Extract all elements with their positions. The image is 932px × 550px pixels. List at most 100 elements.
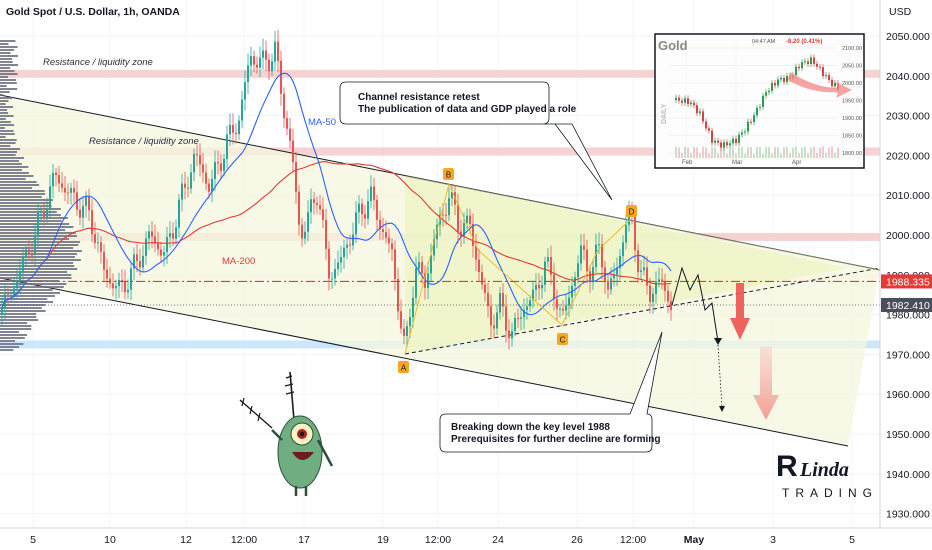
volume-profile-bar (0, 145, 11, 147)
inset-candle-body (735, 138, 737, 143)
inset-volume-bar (678, 147, 680, 158)
candle-body (166, 237, 168, 253)
volume-profile-bar (0, 100, 9, 102)
volume-profile-bar (0, 46, 18, 48)
y-tick-label: 2000.000 (886, 230, 930, 242)
candle-body (265, 50, 267, 60)
candle-body (88, 196, 90, 211)
candle-body (580, 245, 582, 264)
candle-body (520, 317, 522, 319)
volume-profile-bar (0, 313, 37, 315)
candle-body (259, 57, 261, 68)
chart-title: Gold Spot / U.S. Dollar, 1h, OANDA (6, 6, 180, 18)
candle-body (271, 61, 273, 72)
inset-y-label: 1950.00 (842, 99, 862, 105)
candle-body (334, 268, 336, 279)
projected-arrowhead (714, 338, 722, 345)
inset-candle-body (744, 131, 746, 133)
inset-candle-body (684, 98, 686, 103)
candle-body (517, 318, 519, 320)
volume-profile-bar (0, 340, 16, 342)
candle-body (583, 245, 585, 250)
volume-profile-bar (0, 295, 55, 297)
volume-profile-bar (0, 121, 11, 123)
inset-change: -8.20 (0.41%) (786, 39, 822, 45)
candle-body (202, 164, 204, 173)
volume-profile-bar (0, 91, 10, 93)
callout-channel-retest: Channel resistance retest The publicatio… (339, 81, 613, 201)
candle-body (367, 201, 369, 219)
candle-body (478, 259, 480, 273)
candle-body (160, 249, 162, 256)
volume-profile-bar (0, 289, 53, 291)
candle-body (601, 244, 603, 268)
inset-candle-body (693, 102, 695, 106)
inset-volume-bar (705, 147, 707, 158)
candle-body (655, 281, 657, 294)
candle-body (322, 209, 324, 220)
candle-body (136, 254, 138, 261)
candle-body (154, 236, 156, 243)
candle-body (142, 255, 144, 268)
volume-profile-bar (0, 58, 13, 60)
candle-body (472, 223, 474, 246)
candle-body (397, 279, 399, 312)
callout-2-line-2: Prerequisites for further decline are fo… (451, 434, 661, 445)
volume-profile-bar (0, 109, 8, 111)
projected-path (671, 266, 719, 343)
x-tick-label: 17 (298, 534, 310, 546)
volume-profile-bar (0, 40, 16, 42)
volume-profile-bar (0, 322, 28, 324)
inset-candle-body (810, 57, 812, 65)
candle-body (121, 280, 123, 282)
candle-body (640, 270, 642, 272)
volume-profile-bar (0, 130, 14, 132)
inset-volume-bar (753, 153, 755, 158)
candle-body (139, 260, 141, 268)
y-tick-label: 2020.000 (886, 150, 930, 162)
currency-label: USD (889, 6, 912, 18)
candle-body (418, 262, 420, 269)
point-b-badge: B (443, 168, 454, 180)
volume-profile-bar (0, 154, 16, 156)
inset-candle-body (717, 140, 719, 143)
inset-volume-bar (786, 146, 788, 158)
candle-body (67, 192, 69, 194)
price-badge (881, 274, 932, 289)
candle-body (34, 234, 36, 255)
inset-volume-bar (717, 153, 719, 158)
inset-candle-body (807, 61, 809, 65)
volume-profile-bar (0, 55, 19, 57)
inset-arrow-icon (788, 72, 852, 98)
candle-body (301, 224, 303, 239)
inset-candle-body (798, 66, 800, 69)
volume-profile-bar (0, 226, 74, 228)
projected-dotted-path (717, 344, 723, 409)
inset-volume-bar (723, 147, 725, 158)
candle-body (358, 203, 360, 213)
candle-body (670, 301, 672, 311)
callout-1-line-1: Channel resistance retest (358, 92, 480, 103)
inset-candle-body (720, 142, 722, 149)
candle-body (460, 231, 462, 237)
linda-trading-logo: R Linda TRADING (776, 450, 872, 500)
inset-volume-bar (714, 147, 716, 158)
candle-body (283, 93, 285, 119)
candle-body (589, 271, 591, 283)
volume-profile-bar (0, 82, 17, 84)
volume-profile-bar (0, 211, 57, 213)
inset-candle-body (705, 121, 707, 129)
inset-candle-body (780, 77, 782, 80)
inset-candle-body (681, 100, 683, 103)
candle-body (115, 286, 117, 289)
projected-dotted-arrowhead (719, 406, 725, 412)
ma-50-label: MA-50 (308, 117, 336, 128)
volume-profile-bar (0, 151, 18, 153)
candle-body (55, 172, 57, 175)
x-tick-label: May (684, 534, 705, 546)
candle-body (205, 172, 207, 184)
inset-volume-bar (735, 153, 737, 158)
inset-volume-bar (699, 153, 701, 158)
candle-body (607, 282, 609, 290)
inset-candle-body (714, 140, 716, 143)
